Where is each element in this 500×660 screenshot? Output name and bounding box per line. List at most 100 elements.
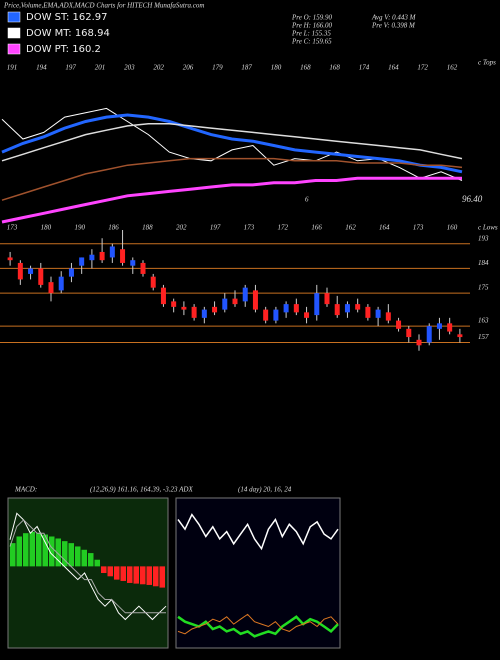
macd-bar [107, 566, 113, 577]
candle-body [447, 323, 453, 332]
page-title: Price,Volume,EMA,ADX,MACD Charts for HIT… [3, 2, 204, 10]
top-label: 168 [329, 64, 340, 72]
low-label: 188 [142, 224, 153, 232]
candle-body [130, 260, 136, 266]
macd-bar [88, 553, 94, 567]
top-label: 180 [271, 64, 282, 72]
series-line [177, 513, 339, 551]
info-text: Pre H: 166.00 [291, 22, 332, 30]
y-tick-label: 157 [478, 333, 489, 341]
y-tick-label: 193 [478, 234, 489, 242]
series-line [1, 113, 463, 174]
y-tick-label: 184 [478, 259, 489, 267]
candle-body [314, 293, 320, 316]
candle-body [222, 298, 228, 310]
candle-body [242, 287, 248, 302]
candle-body [283, 304, 289, 313]
macd-bar [153, 566, 159, 587]
candle-body [28, 268, 34, 274]
candle-body [416, 339, 422, 346]
macd-bar [75, 546, 81, 567]
series-line [1, 157, 463, 201]
macd-bar [42, 534, 48, 567]
candle-body [17, 262, 23, 280]
macd-bar [120, 566, 126, 581]
top-label: 164 [388, 64, 399, 72]
series-line [177, 613, 339, 635]
info-text: Pre C: 159.65 [291, 38, 332, 46]
macd-bar [159, 566, 165, 588]
top-label: 203 [124, 64, 135, 72]
low-label: 172 [278, 224, 289, 232]
low-label: 164 [379, 224, 390, 232]
candle-body [457, 334, 463, 338]
top-label: 191 [7, 64, 18, 72]
annotation: 96.40 [462, 194, 483, 204]
series-line [9, 519, 166, 614]
macd-bar [49, 536, 55, 567]
candle-body [140, 262, 146, 274]
macd-bar [101, 566, 107, 573]
candle-body [426, 326, 432, 343]
low-label: 180 [41, 224, 52, 232]
candle-body [232, 298, 238, 305]
macd-bar [133, 566, 139, 584]
info-text: Pre V: 0.398 M [371, 22, 416, 30]
top-label: 201 [95, 64, 106, 72]
low-label: 173 [413, 224, 424, 232]
top-label: 172 [417, 64, 428, 72]
top-label: 168 [300, 64, 311, 72]
candle-body [89, 254, 95, 261]
series-line [1, 176, 462, 224]
candle-body [99, 251, 105, 261]
macd-bar [36, 533, 42, 567]
series-line [177, 615, 339, 638]
macd-bar [16, 536, 22, 567]
candle-body [344, 304, 350, 313]
y-tick-label: 175 [478, 284, 489, 292]
candle-body [385, 312, 391, 321]
candle-body [436, 323, 442, 329]
top-label: 194 [36, 64, 47, 72]
low-label: 186 [108, 224, 119, 232]
candle-body [160, 287, 166, 305]
low-label: 197 [210, 224, 221, 232]
legend-label: DOW MT: 168.94 [26, 28, 110, 39]
candle-body [263, 309, 269, 321]
candle-body [150, 276, 156, 288]
info-text: Pre L: 155.35 [291, 30, 331, 38]
candle-body [38, 268, 44, 285]
candle-body [201, 309, 207, 318]
candle-body [48, 282, 54, 294]
top-label: 197 [65, 64, 76, 72]
macd-values: (12,26,9) 161.16, 164.39, -3.23 ADX [90, 486, 193, 494]
macd-label: MACD: [14, 486, 37, 494]
macd-bar [62, 541, 68, 567]
y-tick-label: 163 [478, 317, 489, 325]
top-label: 162 [447, 64, 458, 72]
low-label: 190 [74, 224, 85, 232]
macd-bar [94, 559, 100, 567]
candle-body [7, 257, 13, 261]
candle-body [252, 290, 258, 310]
macd-bar [23, 533, 29, 567]
candle-body [171, 301, 177, 307]
low-label: 162 [345, 224, 356, 232]
candle-body [304, 312, 310, 318]
candle-body [79, 257, 85, 266]
info-text: Pre O: 159.90 [291, 14, 332, 22]
candle-body [293, 304, 299, 313]
top-label: 187 [241, 64, 252, 72]
low-label: 166 [311, 224, 322, 232]
annotation: 6 [305, 196, 309, 204]
top-label: 206 [183, 64, 194, 72]
macd-bar [81, 549, 87, 567]
low-label: 202 [176, 224, 187, 232]
top-label: 202 [153, 64, 164, 72]
macd-bar [10, 543, 16, 567]
macd-bar [29, 531, 35, 567]
legend-label: DOW ST: 162.97 [26, 12, 108, 23]
candle-body [109, 246, 115, 258]
